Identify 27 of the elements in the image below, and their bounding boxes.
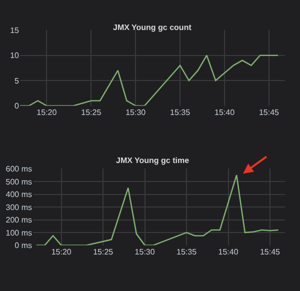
y-tick-label: 600 ms (6, 164, 32, 174)
chart-title: JMX Young gc count (113, 23, 192, 32)
x-tick-label: 15:25 (93, 247, 114, 256)
x-tick-label: 15:20 (36, 108, 58, 117)
y-tick-label: 200 ms (6, 216, 32, 225)
y-tick-label: 15 (10, 26, 20, 35)
y-tick-label: 400 ms (6, 190, 32, 200)
x-tick-label: 15:40 (214, 108, 236, 117)
line-series (36, 174, 279, 246)
chart-title: JMX Young gc time (116, 156, 190, 165)
line-series (20, 54, 279, 106)
x-tick-label: 15:35 (176, 247, 198, 256)
y-tick-label: 500 ms (6, 177, 32, 186)
x-tick-label: 15:45 (258, 108, 280, 117)
x-tick-label: 15:40 (218, 247, 239, 256)
y-tick-label: 0 ms (14, 241, 32, 250)
y-tick-label: 10 (10, 51, 20, 60)
x-tick-label: 15:30 (134, 247, 156, 256)
y-tick-label: 100 ms (6, 228, 32, 238)
x-tick-label: 15:20 (51, 247, 72, 256)
y-tick-label: 5 (14, 76, 20, 86)
y-tick-label: 0 (14, 102, 20, 111)
x-tick-label: 15:35 (170, 108, 191, 117)
x-tick-label: 15:30 (126, 108, 146, 117)
x-tick-label: 15:45 (260, 247, 281, 256)
y-tick-label: 300 ms (6, 202, 32, 212)
x-tick-label: 15:25 (81, 108, 102, 117)
